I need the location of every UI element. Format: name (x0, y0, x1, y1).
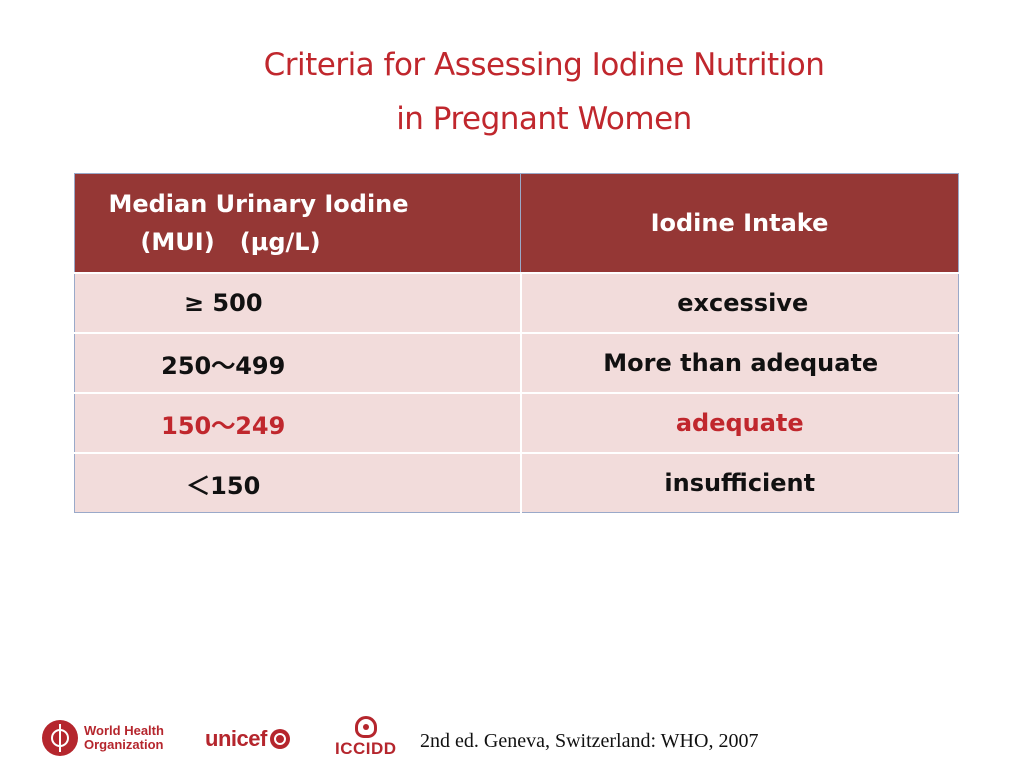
who-emblem-icon (42, 720, 78, 756)
unicef-logo-text: unicef (205, 726, 267, 751)
mui-cell: ＜150 (74, 452, 522, 513)
mui-cell: 150～249 (74, 392, 522, 454)
intake-cell: insufficient (519, 452, 959, 513)
unicef-globe-icon (269, 729, 290, 749)
intake-value: More than adequate (603, 349, 879, 377)
table-row: 250～499 More than adequate (74, 332, 959, 394)
who-logo: World Health Organization (42, 720, 164, 756)
intake-cell: More than adequate (519, 332, 959, 394)
page-title: Criteria for Assessing Iodine Nutrition … (0, 38, 1024, 146)
table-row: 150～249 adequate (74, 392, 959, 454)
mui-value: ≥ 500 (183, 289, 263, 317)
intake-value: adequate (675, 409, 804, 437)
mui-value: ＜150 (186, 471, 261, 500)
mui-value: 250～499 (161, 351, 286, 380)
iccidd-logo-text: ICCIDD (335, 739, 397, 758)
iccidd-logo: ICCIDD (335, 716, 397, 758)
title-line-1: Criteria for Assessing Iodine Nutrition (263, 47, 825, 83)
table-row: ≥ 500 excessive (74, 272, 959, 334)
iccidd-head-icon (354, 716, 377, 738)
intake-cell: adequate (519, 392, 959, 454)
header-mui-line-2: (MUI) (μg/L) (140, 228, 321, 256)
header-mui: Median Urinary Iodine (MUI) (μg/L) (74, 173, 521, 274)
who-logo-text: World Health Organization (84, 723, 164, 752)
mui-cell: 250～499 (74, 332, 522, 394)
header-mui-line-1: Median Urinary Iodine (108, 190, 409, 218)
citation: 2nd ed. Geneva, Switzerland: WHO, 2007 (420, 730, 759, 752)
table-row: ＜150 insufficient (74, 452, 959, 513)
intake-value: excessive (677, 289, 809, 317)
intake-value: insufficient (664, 469, 816, 497)
footer: World Health Organization unicef ICCIDD … (0, 710, 1024, 768)
title-line-2: in Pregnant Women (396, 101, 692, 137)
intake-cell: excessive (519, 272, 959, 334)
mui-cell: ≥ 500 (74, 272, 522, 334)
table-header-row: Median Urinary Iodine (MUI) (μg/L) Iodin… (74, 173, 959, 274)
iodine-criteria-table: Median Urinary Iodine (MUI) (μg/L) Iodin… (74, 173, 959, 513)
unicef-logo: unicef (205, 726, 290, 752)
mui-value: 150～249 (161, 411, 286, 440)
header-iodine-intake: Iodine Intake (520, 173, 959, 274)
